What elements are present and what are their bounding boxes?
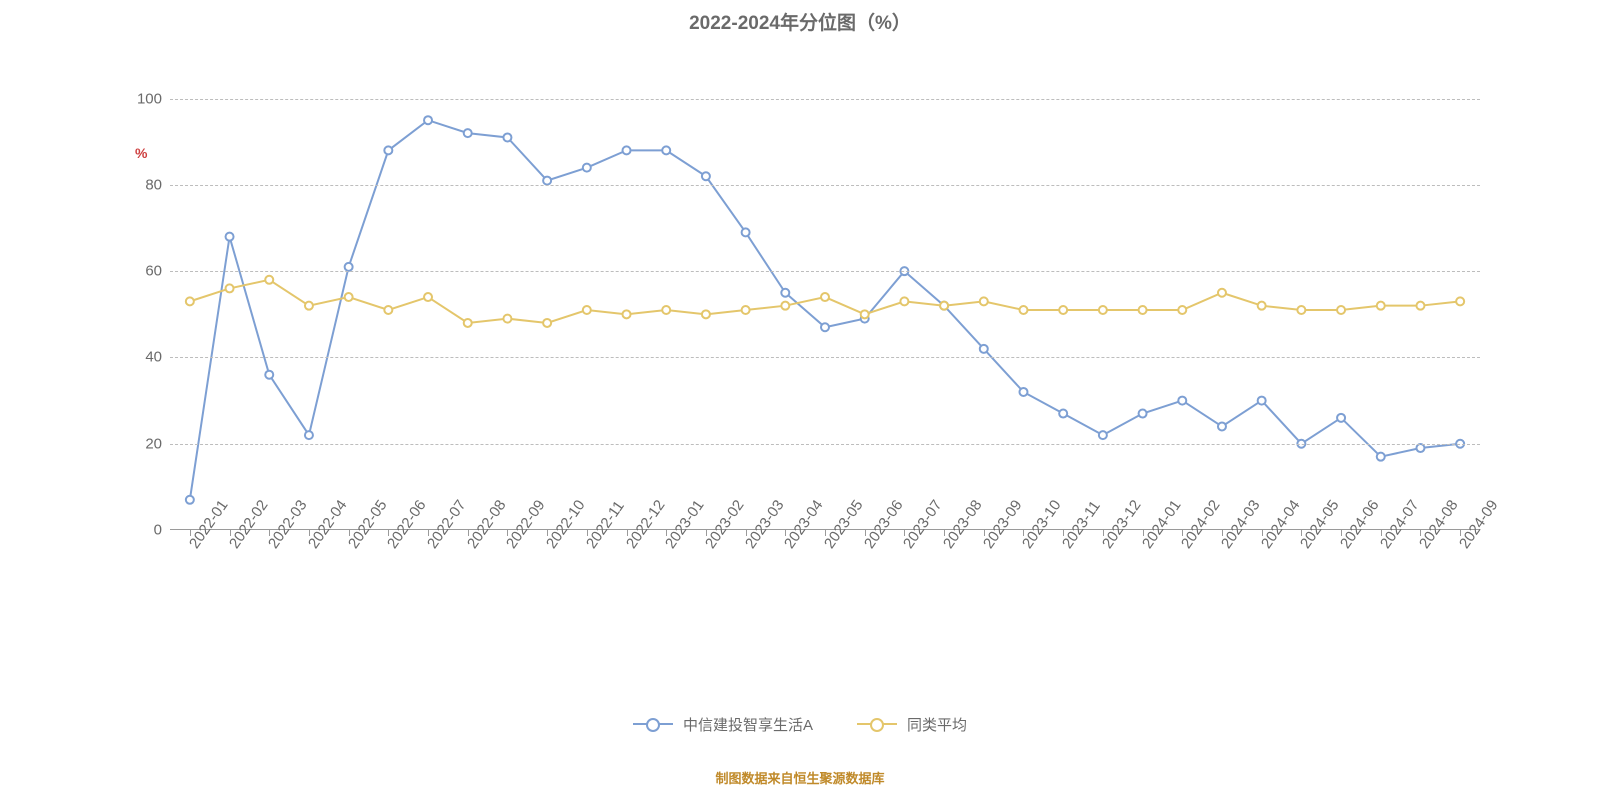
series-marker — [543, 319, 551, 327]
legend-swatch-marker — [646, 718, 660, 732]
series-marker — [543, 177, 551, 185]
series-marker — [623, 146, 631, 154]
legend-label: 中信建投智享生活A — [683, 714, 813, 735]
series-marker — [265, 371, 273, 379]
legend-swatch-line — [857, 723, 897, 725]
series-marker — [226, 284, 234, 292]
y-tick-label: 40 — [145, 349, 170, 366]
chart-title: 2022-2024年分位图（%） — [0, 8, 1600, 35]
percentile-chart: 2022-2024年分位图（%） % 0204060801002022-0120… — [0, 0, 1600, 800]
series-marker — [702, 172, 710, 180]
series-marker — [1416, 302, 1424, 310]
series-marker — [781, 289, 789, 297]
series-marker — [424, 116, 432, 124]
series-marker — [900, 297, 908, 305]
grid-line — [170, 444, 1480, 445]
series-marker — [940, 302, 948, 310]
series-marker — [1337, 306, 1345, 314]
series-marker — [980, 345, 988, 353]
series-marker — [742, 306, 750, 314]
series-marker — [1139, 410, 1147, 418]
series-marker — [1178, 306, 1186, 314]
series-marker — [464, 129, 472, 137]
series-marker — [226, 233, 234, 241]
series-marker — [623, 310, 631, 318]
series-marker — [1099, 431, 1107, 439]
series-marker — [861, 310, 869, 318]
series-marker — [345, 293, 353, 301]
grid-line — [170, 185, 1480, 186]
series-marker — [1218, 289, 1226, 297]
series-marker — [662, 306, 670, 314]
legend-swatch-line — [633, 723, 673, 725]
plot-area: 0204060801002022-012022-022022-032022-04… — [170, 90, 1480, 530]
series-marker — [1377, 302, 1385, 310]
series-marker — [1059, 306, 1067, 314]
series-marker — [1139, 306, 1147, 314]
grid-line — [170, 99, 1480, 100]
grid-line — [170, 271, 1480, 272]
series-marker — [265, 276, 273, 284]
series-marker — [1019, 306, 1027, 314]
series-marker — [384, 306, 392, 314]
series-marker — [1178, 397, 1186, 405]
y-tick-label: 0 — [154, 522, 170, 539]
grid-line — [170, 357, 1480, 358]
series-marker — [345, 263, 353, 271]
series-marker — [186, 496, 194, 504]
series-marker — [742, 228, 750, 236]
series-marker — [1377, 453, 1385, 461]
series-marker — [821, 323, 829, 331]
series-marker — [1258, 302, 1266, 310]
series-marker — [384, 146, 392, 154]
legend: 中信建投智享生活A 同类平均 — [0, 712, 1600, 735]
series-marker — [821, 293, 829, 301]
series-marker — [1297, 306, 1305, 314]
series-marker — [186, 297, 194, 305]
series-marker — [781, 302, 789, 310]
series-marker — [1059, 410, 1067, 418]
series-marker — [1337, 414, 1345, 422]
y-tick-label: 100 — [137, 90, 170, 107]
series-marker — [702, 310, 710, 318]
series-marker — [1218, 422, 1226, 430]
legend-item: 同类平均 — [857, 714, 967, 735]
series-marker — [424, 293, 432, 301]
series-marker — [305, 431, 313, 439]
series-marker — [1456, 297, 1464, 305]
series-marker — [1099, 306, 1107, 314]
series-marker — [980, 297, 988, 305]
series-marker — [1416, 444, 1424, 452]
series-layer — [170, 90, 1480, 530]
series-marker — [305, 302, 313, 310]
series-marker — [464, 319, 472, 327]
legend-swatch-marker — [870, 718, 884, 732]
series-marker — [1258, 397, 1266, 405]
legend-label: 同类平均 — [907, 714, 967, 735]
y-tick-label: 60 — [145, 263, 170, 280]
data-source-credit: 制图数据来自恒生聚源数据库 — [0, 768, 1600, 787]
series-marker — [503, 315, 511, 323]
series-marker — [662, 146, 670, 154]
series-marker — [503, 133, 511, 141]
legend-item: 中信建投智享生活A — [633, 714, 813, 735]
y-axis-label: % — [135, 145, 147, 161]
series-marker — [1019, 388, 1027, 396]
y-tick-label: 80 — [145, 176, 170, 193]
series-marker — [583, 306, 591, 314]
y-tick-label: 20 — [145, 435, 170, 452]
series-marker — [583, 164, 591, 172]
